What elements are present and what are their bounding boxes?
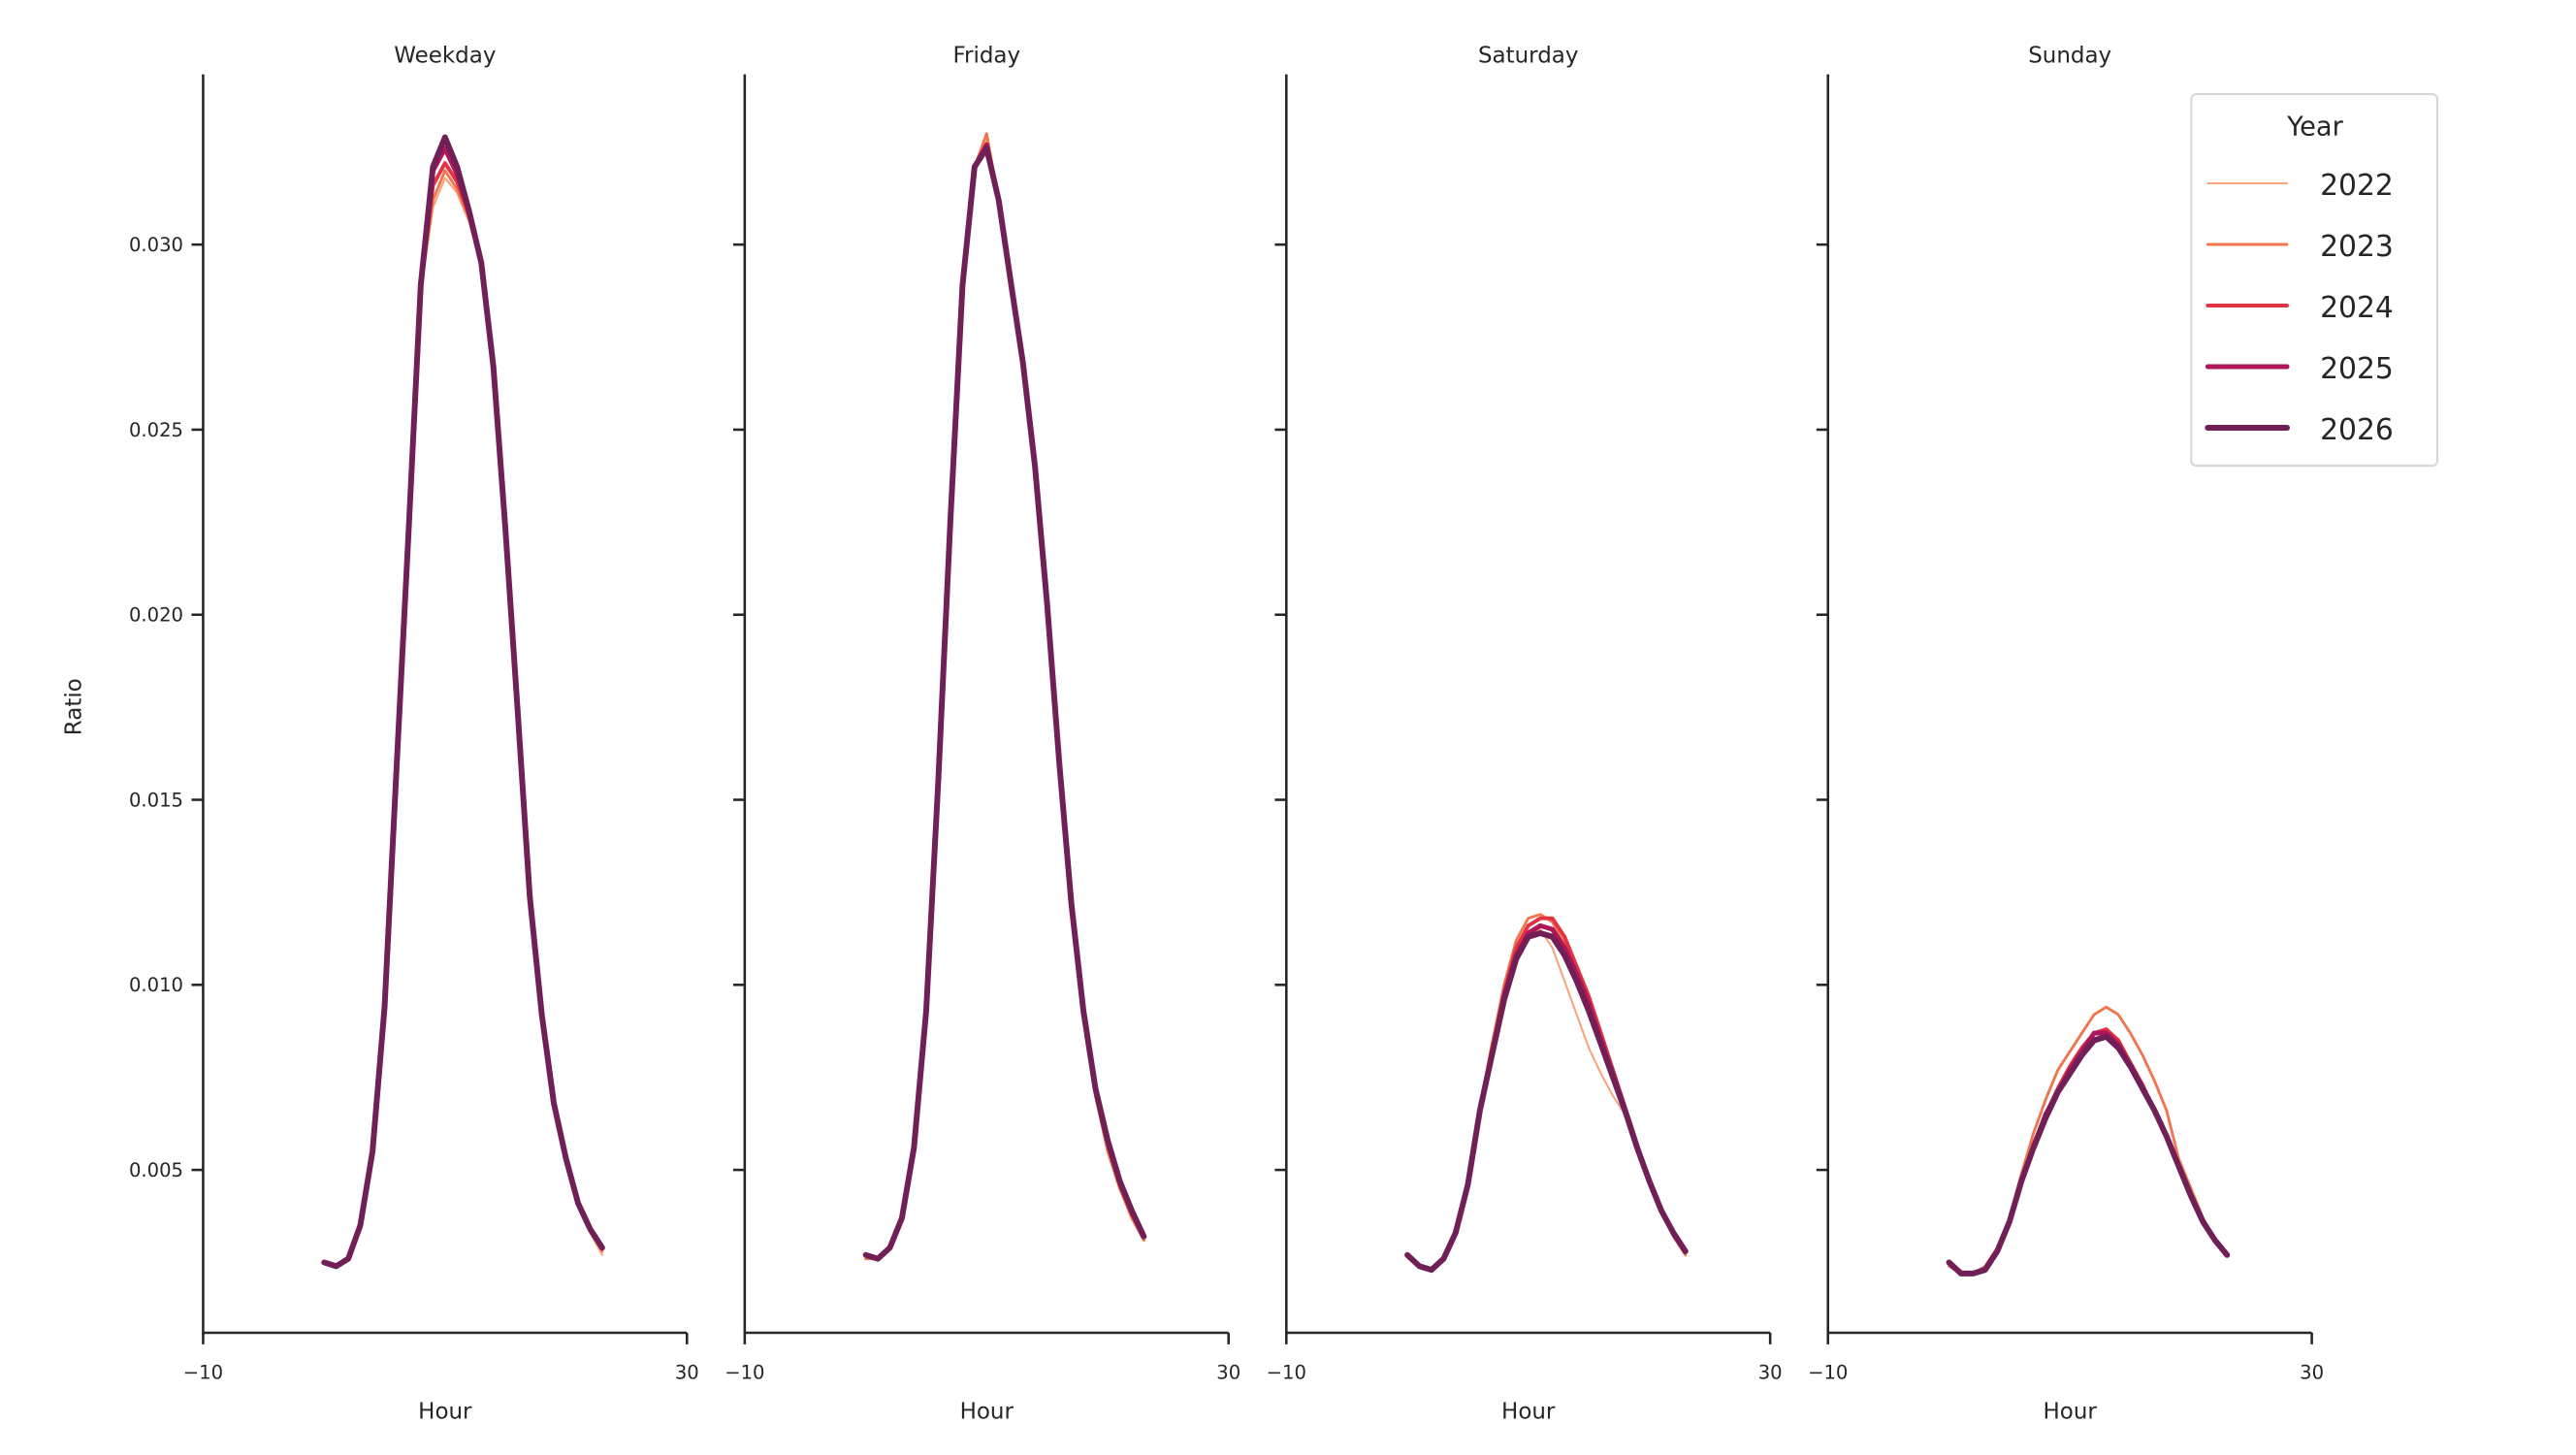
x-tick-label: 30 <box>2300 1362 2324 1384</box>
x-tick-label: 30 <box>675 1362 699 1384</box>
panel-friday: Friday −10 30 Hour <box>724 44 1240 1425</box>
panel-title: Sunday <box>2028 44 2111 69</box>
y-tick-label: 0.030 <box>129 234 183 256</box>
series-line-2024 <box>863 143 1146 1261</box>
x-axis-label: Hour <box>1501 1400 1556 1425</box>
legend-title: Year <box>2286 113 2343 143</box>
panel-sunday: Sunday −10 30 Hour <box>1808 44 2324 1425</box>
series-line-2024 <box>1405 916 1688 1273</box>
y-tick-label: 0.010 <box>129 974 183 996</box>
y-axis-label: Ratio <box>61 678 86 735</box>
x-axis-label: Hour <box>2044 1400 2098 1425</box>
series-line-2025 <box>1404 922 1689 1273</box>
legend-frame <box>2190 93 2439 468</box>
panel-weekday: Weekday 0.005 0.010 0.015 0.020 0.025 0.030 −10… <box>129 44 699 1425</box>
panel-saturday: Saturday −10 30 Hour <box>1267 44 1783 1425</box>
series-line-2025 <box>321 146 605 1269</box>
series-line-2025 <box>1947 1030 2230 1277</box>
series-line-2024 <box>1947 1027 2230 1276</box>
x-tick-label: −10 <box>183 1362 223 1384</box>
legend-label: 2025 <box>2320 352 2394 386</box>
y-tick-label: 0.025 <box>129 419 183 441</box>
x-axis-label: Hour <box>418 1400 472 1425</box>
series-line-2022 <box>1948 1035 2229 1275</box>
legend-label: 2026 <box>2320 413 2394 447</box>
series-line-2026 <box>321 134 605 1270</box>
series-line-2023 <box>322 169 604 1268</box>
y-tick-label: 0.020 <box>129 604 183 627</box>
y-tick-label: 0.005 <box>129 1159 183 1181</box>
series-line-2026 <box>862 145 1147 1262</box>
panel-title: Weekday <box>394 44 496 69</box>
series-line-2022 <box>1406 928 1687 1272</box>
legend-label: 2023 <box>2320 230 2394 264</box>
x-tick-label: −10 <box>724 1362 764 1384</box>
series-line-2025 <box>863 142 1146 1262</box>
x-tick-label: 30 <box>1216 1362 1240 1384</box>
x-tick-label: 30 <box>1758 1362 1783 1384</box>
series-line-2026 <box>1404 929 1689 1274</box>
x-tick-label: −10 <box>1267 1362 1306 1384</box>
panel-title: Saturday <box>1478 44 1579 69</box>
legend: Year 2022 2023 2024 2025 2026 <box>2190 93 2439 468</box>
series-line-2022 <box>323 177 603 1268</box>
x-axis-label: Hour <box>960 1400 1014 1425</box>
series-line-2024 <box>322 161 604 1269</box>
series-line-2023 <box>1405 913 1688 1272</box>
series-line-2026 <box>1946 1033 2231 1277</box>
legend-label: 2024 <box>2320 291 2394 325</box>
y-tick-label: 0.015 <box>129 789 183 811</box>
x-tick-label: −10 <box>1808 1362 1848 1384</box>
legend-label: 2022 <box>2320 169 2394 203</box>
series-line-2022 <box>864 140 1145 1260</box>
panel-title: Friday <box>952 44 1020 69</box>
series-line-2023 <box>864 132 1145 1261</box>
